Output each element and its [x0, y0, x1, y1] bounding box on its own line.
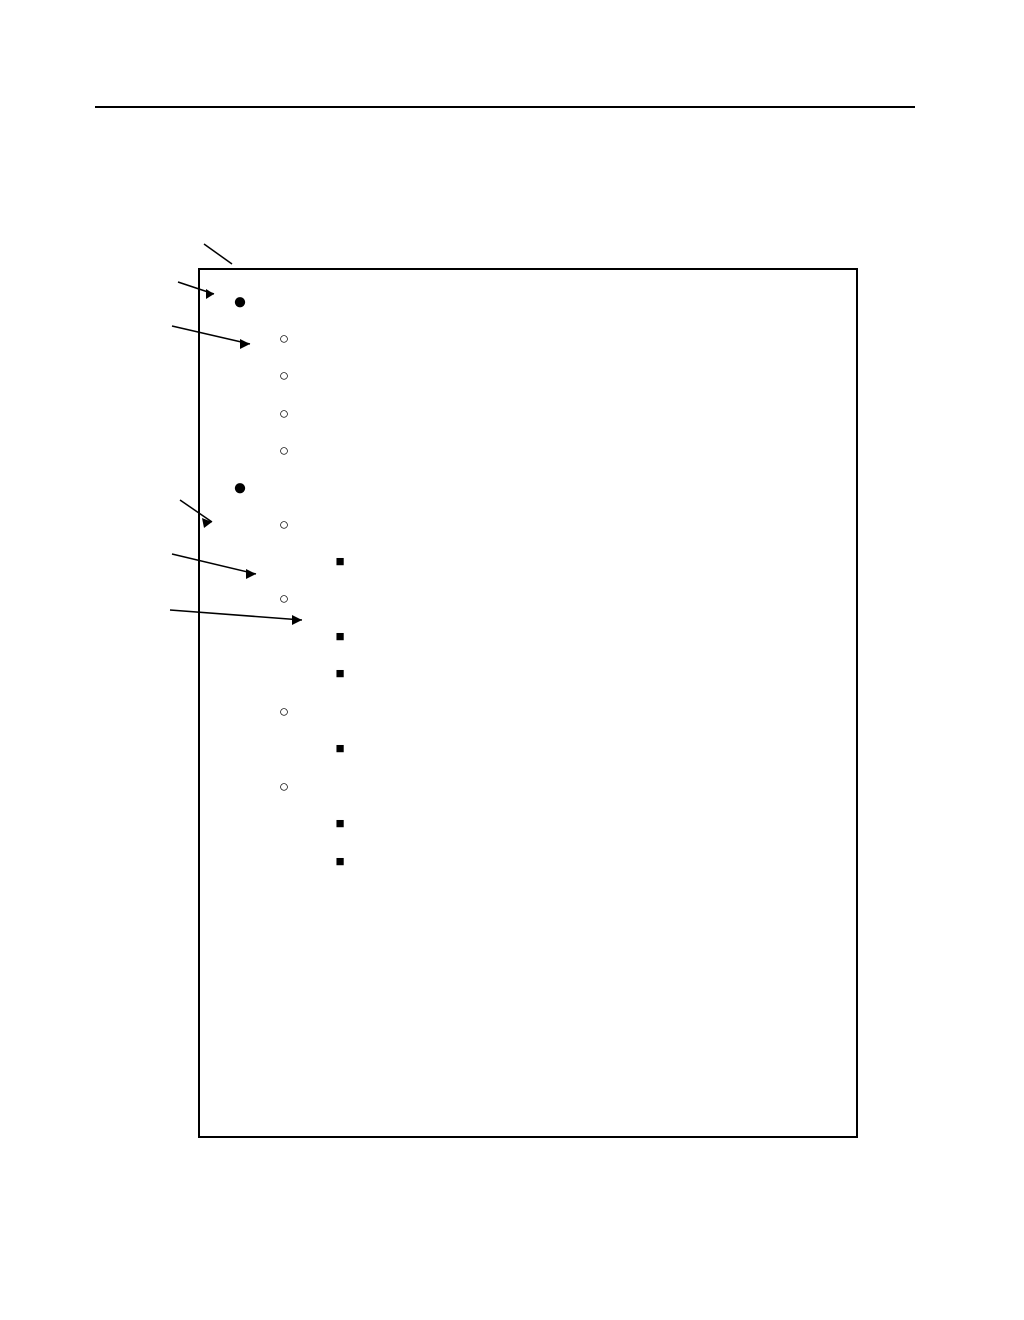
list-item: ■ — [226, 543, 836, 581]
bullet-square-icon: ■ — [318, 618, 362, 656]
bullet-square-icon: ■ — [318, 730, 362, 768]
bullet-circle-icon: ○ — [266, 395, 302, 432]
list-item: ○ — [226, 395, 836, 432]
leader-400 — [204, 244, 244, 268]
bullet-square-icon: ■ — [318, 543, 362, 581]
header-rule — [95, 106, 915, 108]
list-item: ■ — [226, 618, 836, 656]
bullet-circle-icon: ○ — [266, 320, 302, 357]
list-item: ○ — [226, 357, 836, 394]
bullet-square-icon: ■ — [318, 655, 362, 693]
bullet-disc-icon: ● — [226, 470, 254, 506]
list-item: ○ — [226, 320, 836, 357]
subtopic-row: ○ — [226, 768, 836, 805]
bullet-circle-icon: ○ — [266, 357, 302, 394]
bullet-circle-icon: ○ — [266, 432, 302, 469]
primary-topic-row: ● — [226, 284, 836, 320]
bullet-circle-icon: ○ — [266, 693, 302, 730]
subtopic-row: ○ — [226, 580, 836, 617]
list-item: ■ — [226, 730, 836, 768]
bullet-circle-icon: ○ — [266, 580, 302, 617]
list-item: ■ — [226, 843, 836, 881]
bullet-square-icon: ■ — [318, 843, 362, 881]
subtopic-row: ○ — [226, 506, 836, 543]
results-box: ● ○ ○ ○ ○ ● ○ ■ ○ ■ ■ ○ — [198, 268, 858, 1138]
bullet-disc-icon: ● — [226, 284, 254, 320]
bullet-square-icon: ■ — [318, 805, 362, 843]
list-item: ○ — [226, 432, 836, 469]
list-item: ■ — [226, 655, 836, 693]
secondary-topics-row: ● — [226, 470, 836, 506]
list-item: ■ — [226, 805, 836, 843]
bullet-circle-icon: ○ — [266, 506, 302, 543]
bullet-circle-icon: ○ — [266, 768, 302, 805]
subtopic-row: ○ — [226, 693, 836, 730]
